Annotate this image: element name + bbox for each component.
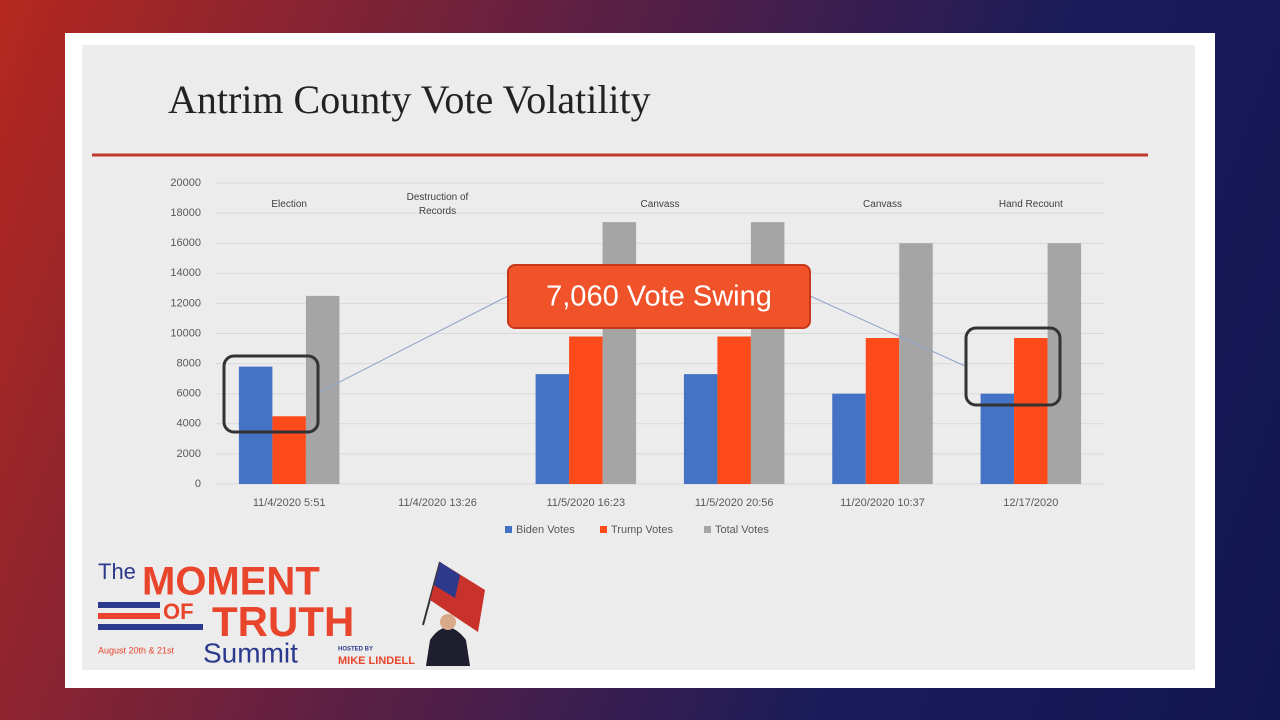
y-tick-label: 0 [195,478,201,490]
legend-swatch [704,526,711,533]
bar [980,393,1015,484]
flag [434,562,460,598]
y-tick-label: 4000 [177,418,201,430]
chart-title: Antrim County Vote Volatility [168,77,651,122]
logo-text: MOMENT [142,560,320,604]
x-tick-label: 11/5/2020 16:23 [546,497,625,509]
y-tick-label: 8000 [177,358,201,370]
figure [426,627,470,666]
y-tick-label: 14000 [170,267,201,279]
logo-text: The [98,559,136,584]
logo-text: TRUTH [212,598,354,645]
bar [602,222,637,484]
arrow [317,295,509,394]
logo-text: Summit [203,637,298,668]
phase-label-box: Election [271,199,307,210]
arrow [809,295,966,367]
bar [238,366,273,484]
bar [750,222,785,484]
bar [683,374,718,484]
flag-pole [422,561,441,626]
x-tick-label: 12/17/2020 [1003,497,1058,509]
y-tick-label: 12000 [170,297,201,309]
legend-swatch [505,526,512,533]
phase-label: Canvass [640,199,680,210]
y-tick-label: 18000 [170,207,201,219]
logo-text: August 20th & 21st [98,645,175,655]
x-tick-label: 11/4/2020 5:51 [253,497,326,509]
phase-label-box: Canvass [640,199,680,210]
bar [535,374,570,484]
bar [865,338,900,484]
logo-text: HOSTED BY [338,647,373,653]
y-tick-label: 16000 [170,237,201,249]
bar [1047,243,1082,484]
logo-stripe [98,602,160,608]
legend-label: Biden Votes [516,524,575,536]
x-tick-label: 11/5/2020 20:56 [695,497,774,509]
phase-label-box: Destruction of Records [406,192,469,217]
y-tick-label: 20000 [170,177,201,189]
bar [272,416,306,484]
bar [1014,338,1048,484]
phase-label: Canvass [863,199,902,210]
bar [899,243,933,484]
figure [440,614,456,630]
legend-swatch [600,526,607,533]
y-tick-label: 2000 [177,448,201,460]
logo-stripe [98,624,203,630]
y-tick-label: 10000 [170,327,201,339]
legend-label: Trump Votes [611,524,673,536]
bar [832,393,866,484]
annotation-box [507,264,811,329]
bar [569,336,603,484]
x-tick-label: 11/4/2020 13:26 [398,497,477,509]
annotation: 7,060 Vote Swing [546,281,772,313]
logo-text: OF [163,599,194,624]
logo-text: MIKE LINDELL [338,655,415,667]
bar [717,336,751,484]
legend-label: Total Votes [715,524,769,536]
highlight-box [964,326,1062,407]
x-tick-label: 11/20/2020 10:37 [840,497,925,509]
highlight-box [222,354,320,434]
bar [305,295,340,484]
phase-label: Destruction of Records [406,192,469,217]
y-tick-label: 6000 [177,388,201,400]
phase-label-box: Canvass [863,199,902,210]
phase-label: Hand Recount [998,199,1063,210]
logo-stripe [98,613,160,619]
phase-label-box: Hand Recount [998,199,1063,210]
phase-label: Election [271,199,307,210]
